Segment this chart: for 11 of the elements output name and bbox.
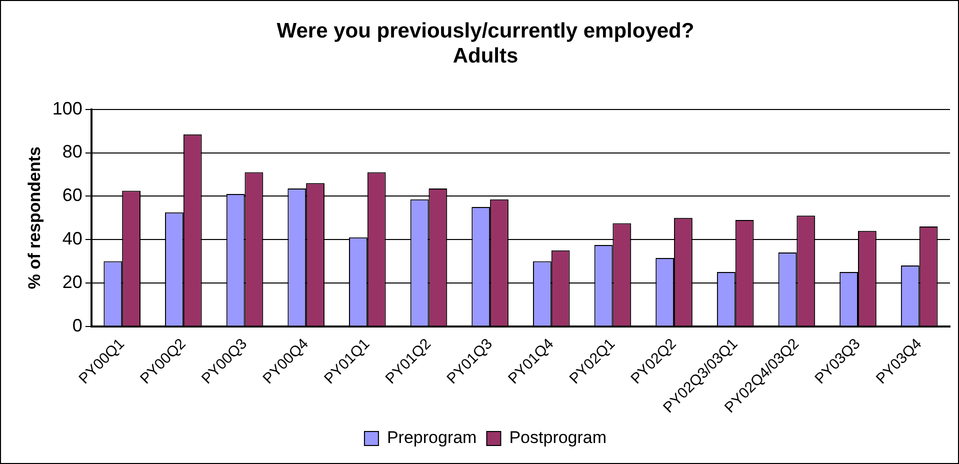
y-tick-label: 60 [62,185,82,206]
y-tick-label: 40 [62,228,82,248]
y-tick-label: 0 [72,315,82,336]
text: Adults [452,44,518,68]
text: Were you previously/currently employed? [276,19,694,42]
y-axis-title: % of respondents [24,146,44,290]
legend-label: Preprogram [386,428,477,448]
legend-label: Postprogram [509,428,607,448]
y-tick-label: 100 [52,98,82,118]
y-tick-label: 20 [62,272,82,292]
y-tick-label: 80 [62,142,82,162]
